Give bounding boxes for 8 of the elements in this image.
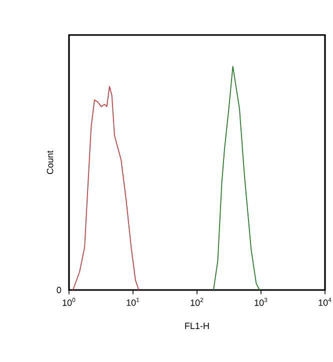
x-tick-label: 10$^{4}$	[318, 298, 332, 306]
x-tick-label: 10$^{3}$	[254, 298, 268, 306]
x-tick-label: 10$^{2}$	[190, 298, 204, 306]
x-tick-label: 10$^{0}$	[62, 298, 76, 306]
x-axis-title: FL1-H	[185, 322, 209, 329]
text: 0	[56, 286, 62, 294]
y-axis-title: Count	[46, 150, 54, 174]
x-tick-label: 10$^{1}$	[126, 298, 140, 306]
